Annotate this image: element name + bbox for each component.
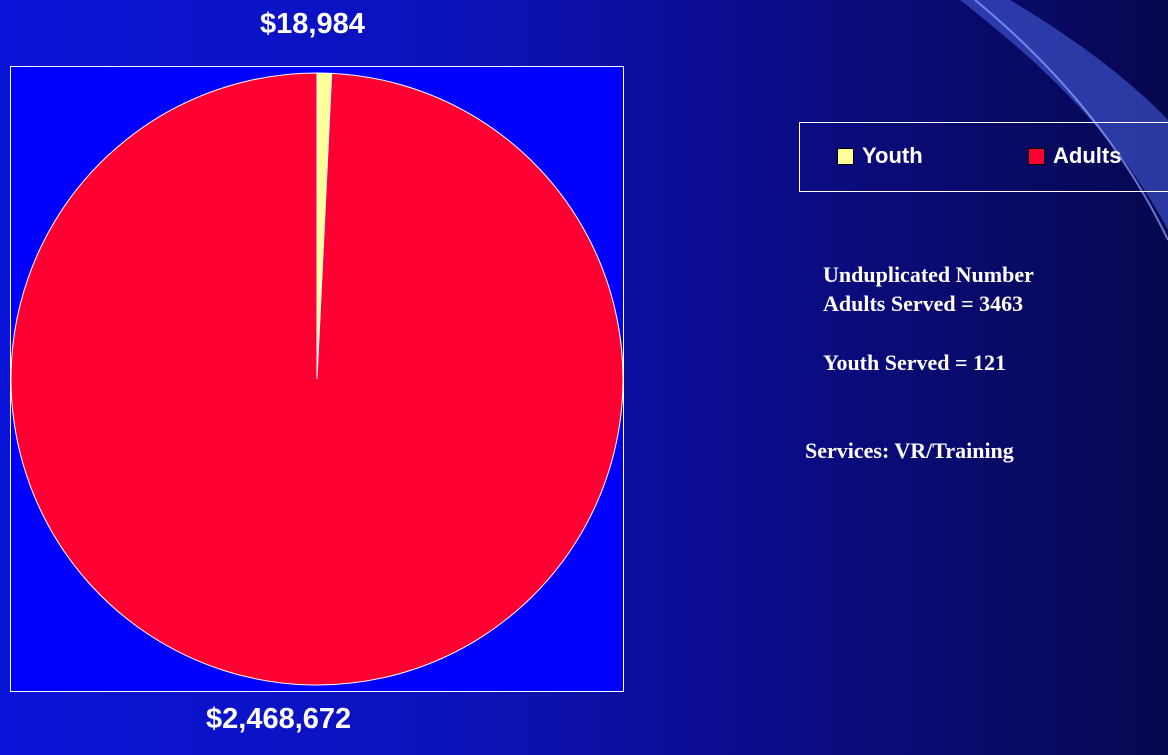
- pie-chart-frame: [10, 66, 624, 692]
- legend-swatch-adults: [1028, 147, 1045, 165]
- pie-slice-adults: [11, 72, 623, 686]
- youth-value-label: $18,984: [260, 8, 365, 40]
- adults-value-label: $2,468,672: [206, 703, 352, 735]
- legend-swatch-youth: [837, 147, 854, 165]
- unduplicated-heading: Unduplicated Number: [823, 262, 1034, 287]
- services-text: Services: VR/Training: [805, 438, 1014, 463]
- youth-served-text: Youth Served = 121: [823, 350, 1007, 375]
- legend-item-youth: Youth: [837, 143, 923, 169]
- chart-legend: Youth Adults: [799, 122, 1168, 192]
- adults-served-text: Adults Served = 3463: [823, 291, 1024, 316]
- pie-chart: [11, 72, 623, 686]
- legend-item-adults: Adults: [1028, 143, 1121, 169]
- legend-label-youth: Youth: [862, 143, 923, 168]
- legend-label-adults: Adults: [1053, 143, 1122, 168]
